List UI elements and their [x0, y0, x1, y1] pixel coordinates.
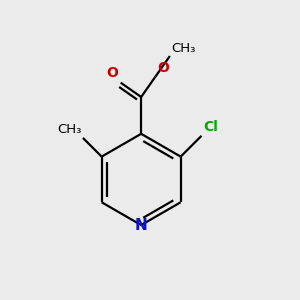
Text: O: O — [106, 66, 118, 80]
Text: O: O — [157, 61, 169, 75]
Text: N: N — [135, 218, 148, 233]
Text: CH₃: CH₃ — [171, 41, 196, 55]
Text: Cl: Cl — [203, 120, 218, 134]
Text: CH₃: CH₃ — [57, 123, 81, 136]
